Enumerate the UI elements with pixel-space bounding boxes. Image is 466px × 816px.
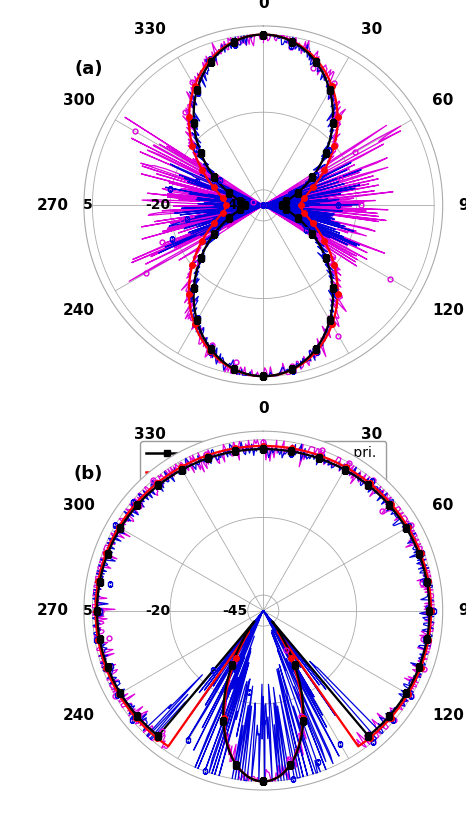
Text: 90: 90 — [458, 603, 466, 618]
Text: 60: 60 — [432, 93, 453, 108]
Text: 240: 240 — [62, 303, 95, 317]
Text: (a): (a) — [74, 60, 103, 78]
Text: 60: 60 — [432, 499, 453, 513]
Text: 0: 0 — [258, 0, 268, 11]
Text: -45: -45 — [222, 198, 248, 212]
Text: 90: 90 — [458, 198, 466, 213]
Text: 300: 300 — [63, 93, 95, 108]
Text: 330: 330 — [134, 22, 166, 37]
Legend: sim. pri., sim. pro., mea. pri., mea. pro.: sim. pri., sim. pro., mea. pri., mea. pr… — [140, 441, 386, 486]
Text: 270: 270 — [36, 603, 69, 618]
Text: 270: 270 — [36, 198, 69, 213]
Text: 30: 30 — [361, 22, 382, 37]
Text: 30: 30 — [361, 427, 382, 442]
Text: -20: -20 — [145, 604, 170, 618]
Text: 120: 120 — [432, 303, 464, 317]
Text: 5: 5 — [82, 604, 92, 618]
Text: -45: -45 — [222, 604, 248, 618]
Text: 5: 5 — [82, 198, 92, 212]
Text: 240: 240 — [62, 708, 95, 723]
Text: 0: 0 — [258, 401, 268, 416]
Text: 330: 330 — [134, 427, 166, 442]
Text: 300: 300 — [63, 499, 95, 513]
Text: (b): (b) — [74, 465, 103, 483]
Text: 120: 120 — [432, 708, 464, 723]
Text: -20: -20 — [145, 198, 170, 212]
